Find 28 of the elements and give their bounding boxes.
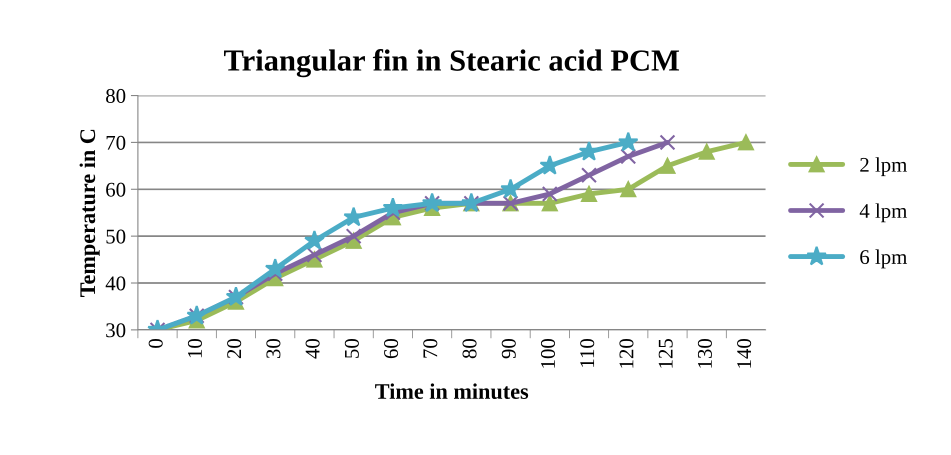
- legend-label: 2 lpm: [860, 157, 908, 176]
- x-tick-label: 40: [306, 339, 320, 359]
- x-tick-label: 60: [384, 339, 398, 358]
- y-tick-label: 70: [106, 136, 126, 150]
- x-tick-label: 130: [698, 339, 712, 368]
- y-tick-label: 80: [106, 88, 126, 103]
- x-tick-label: 30: [266, 339, 280, 358]
- x-tick-label: 100: [540, 339, 556, 368]
- legend-label: 4 lpm: [860, 203, 908, 222]
- x-tick-label: 10: [188, 339, 202, 358]
- x-tick-label: 120: [619, 339, 634, 368]
- x-tick-label: 140: [737, 339, 752, 368]
- y-axis-title: Temperature in C: [80, 130, 100, 297]
- legend-label: 6 lpm: [860, 249, 908, 268]
- y-tick-label: 30: [106, 323, 126, 338]
- x-tick-label: 80: [462, 339, 477, 358]
- x-tick-label: 110: [580, 339, 594, 367]
- y-tick-label: 40: [106, 276, 126, 290]
- x-tick-label: 125: [658, 339, 673, 368]
- x-tick-label: 50: [344, 339, 359, 358]
- x-tick-label: 90: [502, 339, 516, 358]
- x-tick-label: 20: [227, 339, 242, 358]
- y-tick-label: 60: [106, 182, 126, 197]
- y-tick-label: 50: [106, 230, 126, 244]
- x-axis-title: Time in minutes: [375, 383, 528, 400]
- x-tick-label: 0: [148, 339, 163, 348]
- chart-title: Triangular fin in Stearic acid PCM: [224, 49, 680, 78]
- x-tick-label: 70: [423, 339, 438, 358]
